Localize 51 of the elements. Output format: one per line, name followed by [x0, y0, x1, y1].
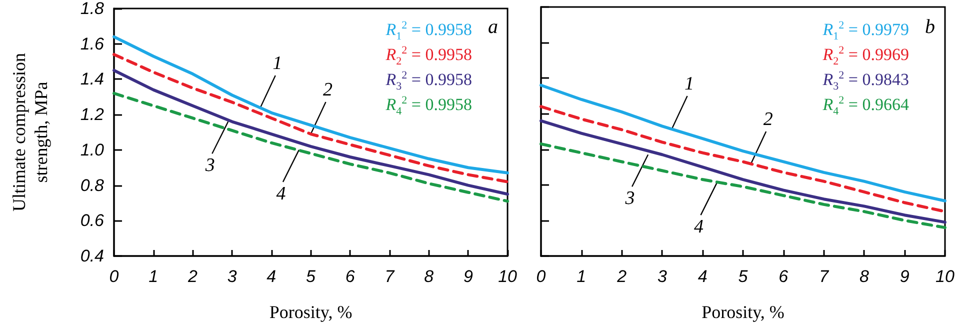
annotation: 3: [624, 188, 635, 210]
y-tick-label: 0.8: [80, 176, 105, 195]
chart-title: a: [488, 16, 498, 38]
annotation: R$_{4}$$^{2}$ = 0.9664: [822, 93, 909, 118]
x-tick-label: 5: [306, 267, 316, 286]
y-tick-label: 0.6: [80, 211, 105, 230]
x-tick-label: 1: [148, 267, 158, 286]
annotation: R$_{1}$$^{2}$ = 0.9958: [386, 18, 472, 42]
x-tick-label: 4: [266, 267, 276, 286]
x-tick-label: 2: [616, 267, 628, 286]
y-axis-title: Ultimate compression strength, MPa: [9, 53, 51, 212]
y-tick-label: 0.4: [80, 246, 104, 266]
x-tick-label: 9: [900, 267, 910, 286]
x-tick-label: 7: [384, 267, 395, 286]
annotation: 2: [763, 109, 774, 130]
x-tick-label: 1: [576, 267, 586, 286]
x-tick-label: 9: [463, 267, 474, 286]
x-tick-label: 6: [778, 267, 789, 286]
chart-title: b: [925, 16, 935, 38]
x-tick-label: 3: [227, 267, 238, 286]
annotation: 2: [323, 80, 334, 101]
y-tick-label: 1.4: [80, 70, 104, 89]
annotation: 1: [272, 53, 282, 74]
annotation: 4: [276, 183, 286, 204]
x-tick-label: 10: [936, 267, 955, 286]
annotation: 1: [684, 73, 694, 94]
x-tick-label: 2: [186, 267, 198, 286]
x-tick-label: 3: [657, 267, 668, 286]
x-tick-label: 7: [819, 267, 830, 286]
annotation: R$_{3}$$^{2}$ = 0.9843: [822, 68, 909, 92]
annotation: R$_{1}$$^{2}$ = 0.9979: [822, 18, 909, 42]
x-tick-label: 6: [345, 267, 356, 286]
x-axis-title: Porosity, %: [269, 302, 352, 322]
annotation: 4: [694, 216, 704, 238]
y-tick-label: 1.2: [80, 105, 105, 124]
x-tick-label: 8: [424, 267, 434, 286]
x-tick-label: 8: [859, 267, 870, 286]
x-tick-label: 0: [536, 267, 546, 286]
y-tick-label: 1.8: [80, 0, 105, 18]
x-tick-label: 5: [738, 267, 748, 286]
x-tick-label: 4: [698, 267, 708, 286]
y-tick-label: 1.0: [80, 140, 105, 160]
annotation: R$_{4}$$^{2}$ = 0.9958: [386, 93, 472, 118]
annotation: 3: [204, 155, 215, 176]
y-tick-label: 1.6: [80, 34, 105, 54]
annotation: R$_{3}$$^{2}$ = 0.9958: [386, 68, 472, 92]
x-tick-label: 0: [109, 267, 120, 286]
x-axis-title: Porosity, %: [702, 302, 784, 322]
annotation: R$_{2}$$^{2}$ = 0.9969: [822, 43, 909, 68]
x-tick-label: 10: [498, 267, 518, 286]
annotation: R$_{2}$$^{2}$ = 0.9958: [386, 43, 472, 68]
